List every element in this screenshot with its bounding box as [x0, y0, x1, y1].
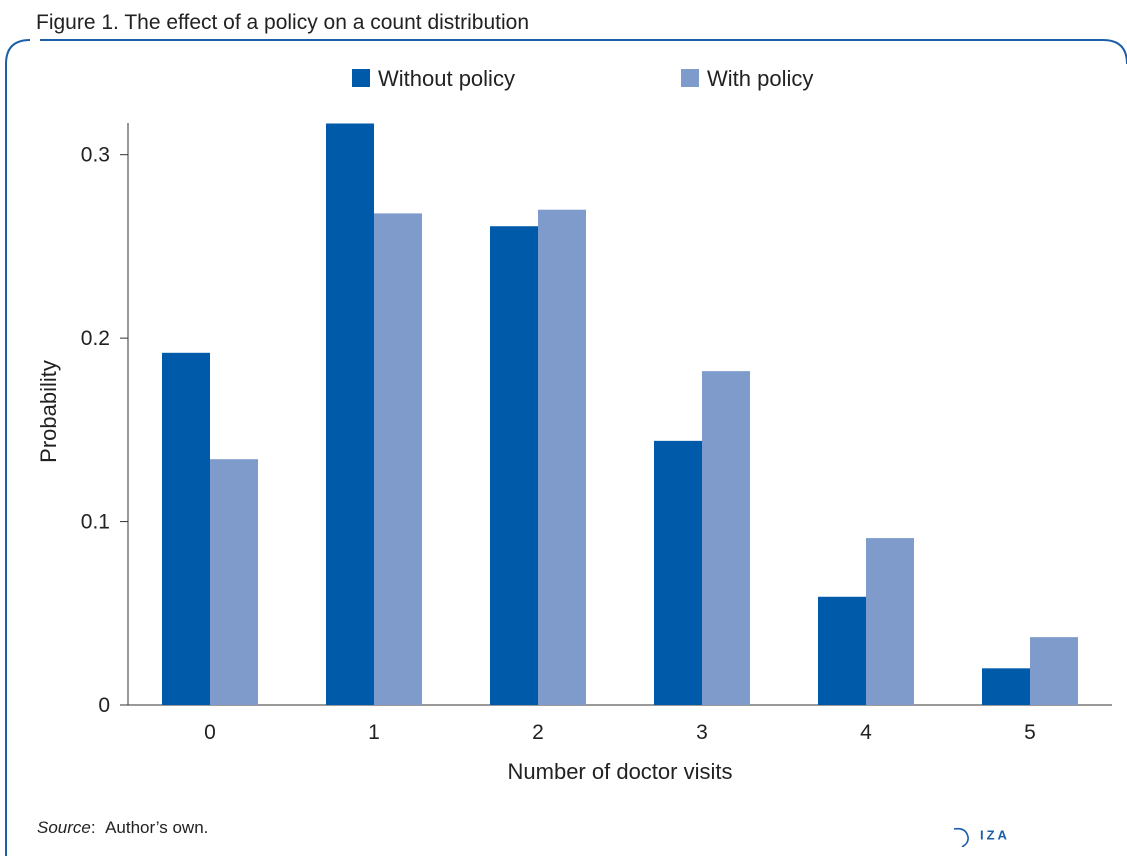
bar-with-policy-5: [1030, 637, 1078, 705]
bar-without-policy-3: [654, 440, 702, 705]
source-text: Author’s own.: [105, 818, 209, 837]
x-tick-label: 1: [368, 721, 380, 744]
bar-without-policy-2: [490, 226, 538, 705]
x-tick-label: 0: [204, 721, 216, 744]
logo-mark-icon: [953, 827, 969, 848]
legend-label-without-policy: Without policy: [378, 66, 515, 91]
legend-swatch-with-policy: [681, 69, 699, 87]
figure-title: Figure 1. The effect of a policy on a co…: [34, 8, 536, 38]
bar-with-policy-2: [538, 209, 586, 705]
x-tick-label: 3: [696, 721, 708, 744]
x-tick-label: 2: [532, 721, 544, 744]
bar-with-policy-4: [866, 538, 914, 705]
bar-without-policy-5: [982, 668, 1030, 705]
bar-with-policy-0: [210, 459, 258, 705]
x-axis-label: Number of doctor visits: [508, 759, 733, 784]
x-tick-label: 5: [1024, 721, 1036, 744]
y-tick-label: 0: [98, 694, 110, 717]
bar-without-policy-4: [818, 596, 866, 705]
bar-with-policy-1: [374, 213, 422, 705]
y-tick-label: 0.2: [81, 327, 110, 350]
bar-without-policy-1: [326, 123, 374, 706]
bar-with-policy-3: [702, 371, 750, 705]
source-note: Source: Author’s own.: [37, 818, 208, 838]
legend-swatch-without-policy: [352, 69, 370, 87]
y-axis-label: Probability: [36, 360, 61, 463]
x-tick-label: 4: [860, 721, 872, 744]
y-tick-label: 0.3: [81, 144, 110, 167]
source-separator: :: [90, 818, 96, 837]
logo-text: IZA: [980, 827, 1010, 843]
source-label: Source: [37, 818, 91, 837]
iza-logo: IZA: [952, 825, 1010, 848]
y-tick-label: 0.1: [81, 511, 110, 534]
bar-without-policy-0: [162, 352, 210, 705]
legend-label-with-policy: With policy: [707, 66, 813, 91]
